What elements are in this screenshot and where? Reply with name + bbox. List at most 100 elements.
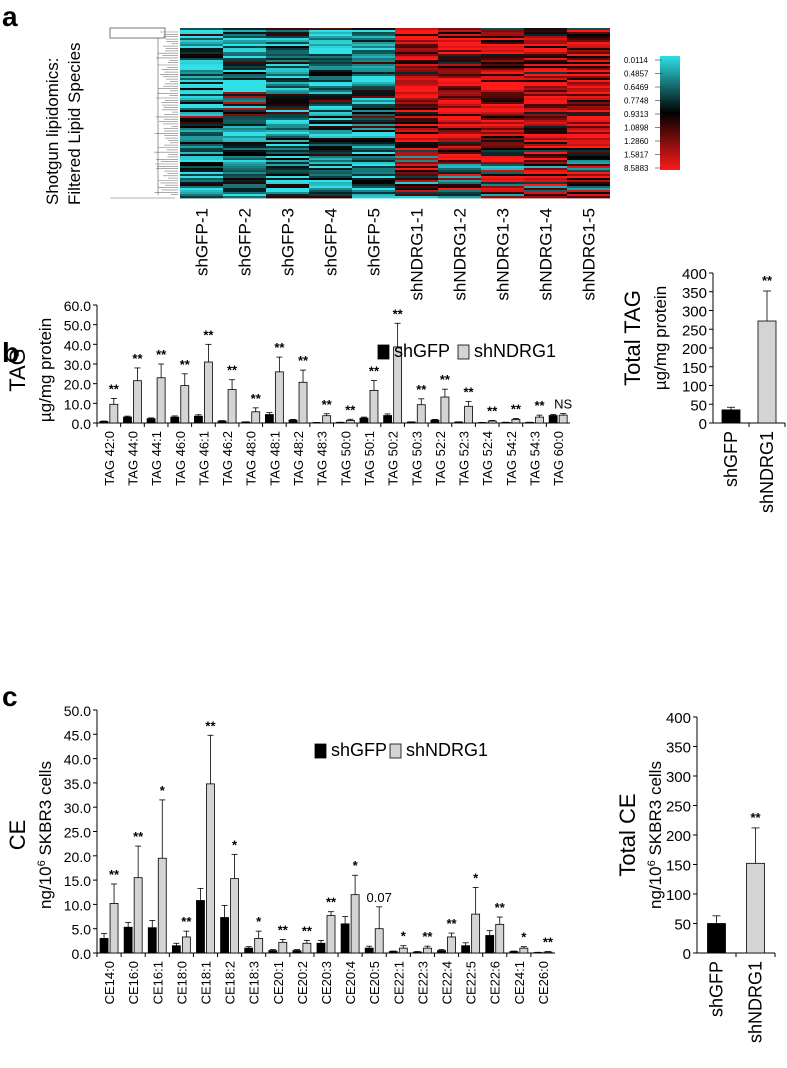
heatmap-cell — [395, 50, 438, 53]
heatmap-cell — [524, 42, 567, 45]
heatmap-ylabel-line2: Filtered Lipid Species — [65, 42, 84, 205]
y-tick-label: 60.0 — [64, 298, 91, 314]
heatmap-cell — [223, 28, 266, 31]
heatmap-cell — [395, 44, 438, 47]
category-label: CE20:2 — [295, 961, 310, 1004]
heatmap-cell — [395, 60, 438, 63]
heatmap-cell — [438, 56, 481, 59]
heatmap-cell — [266, 164, 309, 167]
heatmap-cell — [481, 176, 524, 179]
bar-shGFP — [292, 950, 302, 954]
heatmap-cell — [481, 56, 524, 59]
y-tick-label: 100 — [682, 379, 707, 396]
category-label: TAG 52:3 — [457, 431, 472, 486]
bar-shGFP — [123, 926, 133, 954]
heatmap-cell — [309, 28, 352, 31]
heatmap-cell — [438, 110, 481, 113]
y-axis-title: TAG — [5, 348, 30, 392]
heatmap-cell — [223, 100, 266, 103]
panel-letter-b: b — [2, 337, 19, 368]
category-label: CE18:1 — [198, 961, 213, 1004]
heatmap-cell — [180, 94, 223, 97]
bar-shGFP — [721, 409, 741, 424]
y-axis-subtitle: µg/mg protein — [651, 286, 670, 390]
heatmap-cell — [567, 94, 610, 97]
heatmap-cell — [395, 76, 438, 79]
heatmap-cell — [481, 166, 524, 169]
heatmap-cell — [395, 64, 438, 67]
y-tick-label: 50.0 — [64, 318, 91, 334]
heatmap-cell — [223, 52, 266, 55]
heatmap-cell — [309, 62, 352, 65]
heatmap-cell — [481, 112, 524, 115]
heatmap-cell — [481, 148, 524, 151]
heatmap-cell — [180, 58, 223, 61]
heatmap-cell — [309, 48, 352, 51]
y-tick-label: 250 — [666, 799, 691, 816]
heatmap-cell — [352, 174, 395, 177]
heatmap-cell — [481, 96, 524, 99]
heatmap-cell — [180, 114, 223, 117]
heatmap-cell — [352, 182, 395, 185]
heatmap-cell — [567, 130, 610, 133]
category-label: CE20:3 — [319, 961, 334, 1004]
significance-label: * — [232, 837, 238, 852]
heatmap-cell — [180, 196, 223, 199]
heatmap-cell — [567, 184, 610, 187]
heatmap-cell — [524, 76, 567, 79]
significance-label: ** — [345, 402, 356, 417]
y-tick-label: 0.0 — [72, 946, 92, 962]
heatmap-cell — [352, 152, 395, 155]
heatmap-cell — [180, 64, 223, 67]
heatmap-cell — [266, 120, 309, 123]
y-tick-label: 200 — [682, 341, 707, 358]
heatmap-cell — [395, 58, 438, 61]
heatmap-cell — [395, 152, 438, 155]
heatmap-cell — [524, 48, 567, 51]
sample-label: shGFP-1 — [193, 208, 212, 276]
heatmap-cell — [481, 154, 524, 157]
heatmap-cell — [309, 186, 352, 189]
heatmap-cell — [266, 154, 309, 157]
heatmap-cell — [567, 108, 610, 111]
heatmap-cell — [352, 164, 395, 167]
heatmap-cell — [223, 110, 266, 113]
heatmap-cell — [438, 104, 481, 107]
category-label: TAG 48:2 — [291, 431, 306, 486]
category-label: shNDRG1 — [757, 431, 777, 513]
heatmap-cell — [352, 86, 395, 89]
heatmap-cell — [309, 110, 352, 113]
heatmap-cell — [567, 98, 610, 101]
heatmap-cell — [524, 150, 567, 153]
heatmap-cell — [438, 136, 481, 139]
heatmap-cell — [567, 168, 610, 171]
ce-total-chart: 0 50 100 150 200 250 300 350 400 shGFP ** shNDRG1 To… — [615, 710, 776, 1043]
bar-shGFP — [485, 935, 495, 954]
heatmap-cell — [223, 156, 266, 159]
heatmap-cell — [438, 154, 481, 157]
heatmap-cell — [395, 122, 438, 125]
bar-shNDRG1 — [543, 951, 553, 954]
heatmap-cell — [524, 100, 567, 103]
bar-shNDRG1 — [322, 415, 332, 424]
category-label: CE18:2 — [223, 961, 238, 1004]
bar-shNDRG1 — [511, 419, 521, 424]
heatmap-cell — [481, 194, 524, 197]
heatmap-cell — [180, 162, 223, 165]
heatmap-panel: Shotgun lipidomics: Filtered Lipid Speci… — [43, 27, 680, 301]
heatmap-cell — [266, 166, 309, 169]
category-label: TAG 48:0 — [244, 431, 259, 486]
heatmap-cell — [438, 106, 481, 109]
heatmap-cell — [438, 68, 481, 71]
heatmap-cell — [180, 32, 223, 35]
bar-shNDRG1 — [302, 942, 312, 954]
heatmap-cell — [481, 72, 524, 75]
bar-shNDRG1 — [278, 941, 288, 954]
heatmap-cell — [524, 188, 567, 191]
heatmap-cell — [481, 134, 524, 137]
significance-label: * — [160, 783, 166, 798]
heatmap-cell — [567, 78, 610, 81]
bar-shNDRG1 — [423, 947, 432, 954]
heatmap-cell — [481, 102, 524, 105]
heatmap-cell — [567, 118, 610, 121]
